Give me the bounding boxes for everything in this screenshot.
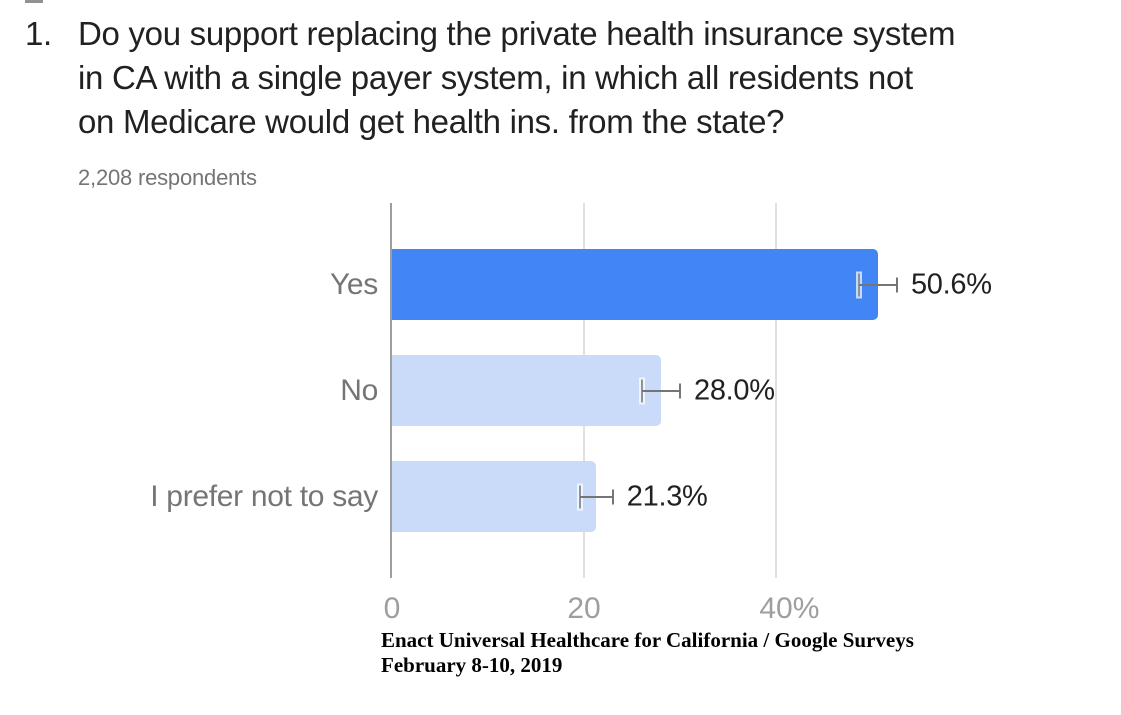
bar-prefer-not-to-say[interactable]: [392, 461, 597, 532]
error-cap-right: [611, 489, 614, 504]
attribution: Enact Universal Healthcare for Californi…: [381, 628, 1041, 678]
tick-text: 20: [567, 592, 601, 625]
category-label-no: No: [340, 373, 378, 407]
error-bar: [857, 249, 898, 320]
error-bar: [640, 355, 681, 426]
value-label: 50.6%: [910, 268, 992, 300]
tick-suffix: %: [792, 592, 820, 625]
error-line: [641, 389, 680, 392]
category-label-yes: Yes: [329, 267, 378, 301]
value-label: 28.0%: [694, 374, 775, 406]
question-title: 1. Do you support replacing the private …: [25, 12, 1105, 144]
tick-text: 0: [383, 592, 401, 625]
question-number: 1.: [25, 15, 52, 52]
value-label: 21.3%: [626, 480, 708, 512]
respondents-count: 2,208 respondents: [78, 165, 257, 190]
question-line: on Medicare would get health ins. from t…: [78, 103, 785, 140]
question-text: Do you support replacing the private hea…: [78, 12, 955, 144]
error-line: [858, 283, 897, 286]
axis-line: [390, 203, 392, 578]
gridline-40: [775, 203, 777, 578]
category-labels: Yes No I prefer not to say: [0, 203, 392, 578]
bar-yes[interactable]: [392, 249, 878, 320]
tick-label-20: 20: [567, 592, 600, 626]
plot-area: 50.6% 28.0% 21.3%: [390, 203, 992, 578]
bar-no[interactable]: [392, 355, 661, 426]
bar-row-yes: 50.6%: [392, 249, 992, 320]
screenshot-artifact: [25, 0, 43, 3]
error-cap-right: [678, 383, 681, 398]
error-line: [580, 495, 613, 498]
question-line: in CA with a single payer system, in whi…: [78, 59, 913, 96]
attribution-source: Enact Universal Healthcare for Californi…: [381, 628, 914, 652]
error-bar: [579, 461, 614, 532]
tick-text: 40: [759, 592, 793, 625]
attribution-date: February 8-10, 2019: [381, 653, 563, 677]
tick-label-40: 40 %: [759, 592, 819, 626]
bar-row-prefer-not-to-say: 21.3%: [392, 461, 992, 532]
bar-row-no: 28.0%: [392, 355, 992, 426]
error-cap-right: [895, 277, 898, 292]
tick-label-0: 0: [384, 592, 401, 626]
question-line: Do you support replacing the private hea…: [78, 15, 956, 52]
category-label-prefer-not-to-say: I prefer not to say: [150, 479, 378, 513]
x-axis-ticks: 0 20 40 %: [384, 592, 992, 630]
